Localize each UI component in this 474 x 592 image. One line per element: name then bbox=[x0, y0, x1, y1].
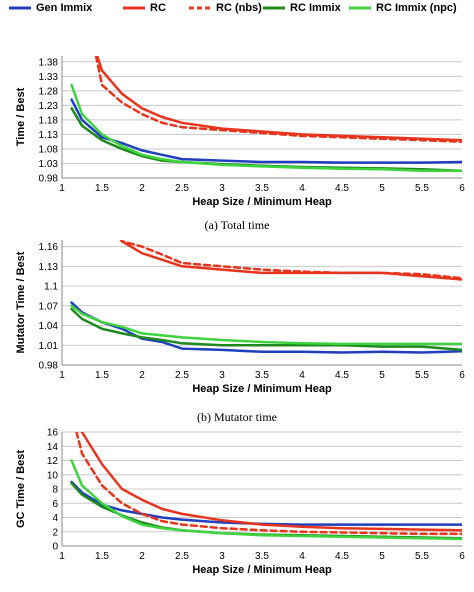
series-line-rc-nbs bbox=[119, 240, 462, 280]
x-tick-label: 5 bbox=[379, 551, 385, 562]
x-tick-label: 1.5 bbox=[95, 551, 109, 562]
x-tick-label: 1 bbox=[59, 370, 65, 381]
y-tick-label: 1.03 bbox=[39, 159, 59, 170]
x-tick-label: 4 bbox=[299, 183, 305, 194]
y-tick-label: 16 bbox=[47, 428, 59, 439]
legend-swatch-rc bbox=[123, 6, 145, 10]
x-tick-label: 5 bbox=[379, 183, 385, 194]
y-tick-label: 8 bbox=[52, 485, 58, 496]
series-line-rc-immix-npc bbox=[70, 83, 462, 172]
x-tick-label: 1 bbox=[59, 551, 65, 562]
y-tick-label: 10 bbox=[47, 470, 59, 481]
legend-label: Gen Immix bbox=[36, 2, 93, 14]
x-tick-label: 4.5 bbox=[335, 551, 349, 562]
x-tick-label: 4 bbox=[299, 370, 305, 381]
series-line-rc-nbs bbox=[75, 432, 462, 536]
x-tick-label: 5 bbox=[379, 370, 385, 381]
x-tick-label: 4.5 bbox=[335, 370, 349, 381]
chart-legend: Gen Immix RC RC (nbs) RC Immix RC Immix (npc… bbox=[0, 0, 474, 22]
x-tick-label: 5.5 bbox=[415, 183, 429, 194]
y-tick-label: 1.33 bbox=[39, 72, 59, 83]
legend-swatch-gen-immix bbox=[9, 6, 31, 10]
y-axis-label: Time / Best bbox=[15, 87, 27, 146]
legend-label: RC (nbs) bbox=[216, 2, 262, 14]
legend-swatch-rc-immix bbox=[263, 6, 285, 10]
x-axis-label: Heap Size / Minimum Heap bbox=[192, 383, 332, 395]
y-axis-label: GC Time / Best bbox=[15, 450, 27, 528]
legend-item-rc-immix: RC Immix bbox=[262, 2, 341, 14]
y-tick-label: 0.98 bbox=[39, 174, 59, 185]
y-tick-label: 4 bbox=[52, 513, 58, 524]
x-tick-label: 2.5 bbox=[175, 370, 189, 381]
x-tick-label: 3.5 bbox=[255, 370, 269, 381]
x-axis-label: Heap Size / Minimum Heap bbox=[192, 196, 332, 208]
legend-label: RC bbox=[150, 2, 166, 14]
y-axis-label: Mutator Time / Best bbox=[15, 251, 27, 353]
x-tick-label: 6 bbox=[459, 551, 465, 562]
y-tick-label: 6 bbox=[52, 499, 58, 510]
x-tick-label: 3.5 bbox=[255, 551, 269, 562]
y-tick-label: 1.01 bbox=[39, 341, 59, 352]
gc-time-chart: 0 2 4 6 8 10 12 14 16 1 1.5 2 2.5 3 3.5 4 4.5 5 5.5 6 Heap S… bbox=[15, 428, 465, 577]
legend-label: RC Immix bbox=[290, 2, 341, 14]
y-tick-label: 1.38 bbox=[39, 57, 59, 68]
x-tick-label: 4 bbox=[299, 551, 305, 562]
y-tick-label: 1.28 bbox=[39, 86, 59, 97]
y-tick-label: 1.13 bbox=[39, 130, 59, 141]
y-tick-label: 2 bbox=[52, 527, 58, 538]
x-tick-label: 2 bbox=[139, 183, 145, 194]
legend-swatch-rc-nbs bbox=[189, 6, 211, 10]
series-line-rc bbox=[95, 56, 462, 142]
legend-swatch-rc-immix-npc bbox=[349, 6, 371, 10]
y-tick-label: 1.16 bbox=[39, 242, 59, 253]
series-line-rc bbox=[80, 432, 462, 532]
legend-item-rc-nbs: RC (nbs) bbox=[188, 2, 262, 14]
x-tick-label: 5.5 bbox=[415, 551, 429, 562]
total-time-chart: 0.98 1.03 1.08 1.13 1.18 1.23 1.28 1.33 1.38 1 1.5… bbox=[15, 56, 465, 208]
y-tick-label: 14 bbox=[47, 442, 59, 453]
x-tick-label: 2 bbox=[139, 551, 145, 562]
y-tick-label: 1.23 bbox=[39, 101, 59, 112]
legend-label: RC Immix (npc) bbox=[376, 2, 457, 14]
y-tick-label: 1.07 bbox=[39, 301, 59, 312]
x-axis-label: Heap Size / Minimum Heap bbox=[192, 564, 332, 576]
x-tick-label: 1.5 bbox=[95, 370, 109, 381]
x-tick-label: 6 bbox=[459, 183, 465, 194]
x-tick-label: 3.5 bbox=[255, 183, 269, 194]
series-line-rc-nbs bbox=[94, 56, 462, 143]
y-tick-label: 1.1 bbox=[44, 282, 58, 293]
x-tick-label: 3 bbox=[219, 370, 225, 381]
x-tick-label: 1.5 bbox=[95, 183, 109, 194]
y-tick-label: 0 bbox=[52, 542, 58, 553]
series-line-rc-immix-npc bbox=[70, 459, 462, 541]
x-tick-label: 3 bbox=[219, 183, 225, 194]
total-time-caption: (a) Total time bbox=[204, 218, 270, 232]
x-tick-label: 2.5 bbox=[175, 183, 189, 194]
y-tick-label: 1.08 bbox=[39, 144, 59, 155]
legend-item-gen-immix: Gen Immix bbox=[8, 2, 92, 14]
x-tick-label: 6 bbox=[459, 370, 465, 381]
y-tick-label: 12 bbox=[47, 456, 59, 467]
y-tick-label: 1.04 bbox=[39, 321, 59, 332]
series-line-gen-immix bbox=[70, 98, 462, 164]
series-line-rc-immix bbox=[70, 307, 462, 352]
x-tick-label: 1 bbox=[59, 183, 65, 194]
x-tick-label: 5.5 bbox=[415, 370, 429, 381]
y-tick-label: 1.13 bbox=[39, 262, 59, 273]
x-tick-label: 4.5 bbox=[335, 183, 349, 194]
legend-item-rc: RC bbox=[122, 2, 166, 14]
series-line-rc-immix-npc bbox=[70, 304, 462, 346]
x-tick-label: 3 bbox=[219, 551, 225, 562]
y-tick-label: 1.18 bbox=[39, 115, 59, 126]
legend-item-rc-immix-npc: RC Immix (npc) bbox=[348, 2, 457, 14]
mutator-time-caption: (b) Mutator time bbox=[197, 410, 277, 424]
y-tick-label: 0.98 bbox=[39, 361, 59, 372]
mutator-time-chart: 0.98 1.01 1.04 1.07 1.1 1.13 1.16 1 1.5 2 2.5 3 3.5 4… bbox=[15, 240, 465, 395]
x-tick-label: 2.5 bbox=[175, 551, 189, 562]
x-tick-label: 2 bbox=[139, 370, 145, 381]
